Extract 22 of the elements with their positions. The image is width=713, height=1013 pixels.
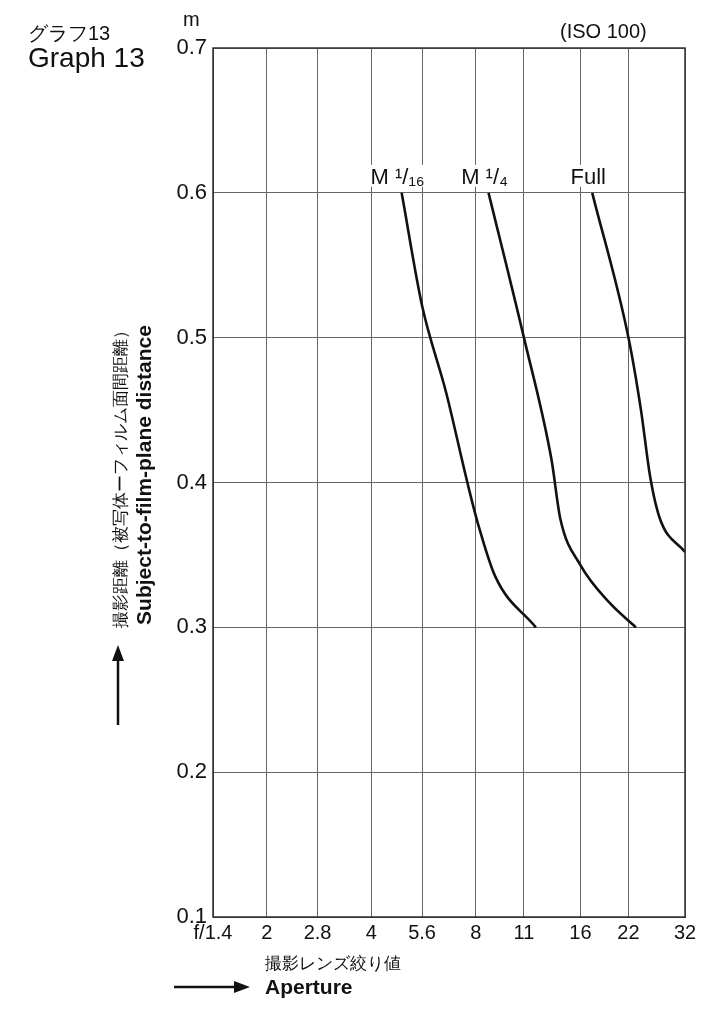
series-label: M ¹/₁₆: [370, 163, 425, 189]
x-tick-label: 5.6: [408, 920, 437, 943]
y-tick-label: 0.5: [176, 323, 207, 349]
x-tick-label: 4: [365, 920, 377, 943]
x-axis-title: 撮影レンズ絞り値 Aperture: [265, 953, 401, 999]
y-tick-label: 0.2: [176, 758, 207, 784]
y-axis-title: 撮影距離（被写体ーフィルム面間距離） Subject-to-film-plane distance: [109, 322, 156, 628]
series-label: M ¹/₄: [461, 163, 508, 189]
x-tick-label: 16: [569, 920, 592, 943]
x-tick-label: 2.8: [303, 920, 332, 943]
series-label: Full: [570, 163, 606, 189]
y-tick-label: 0.3: [176, 613, 207, 639]
x-tick-label: 22: [617, 920, 640, 943]
text: m: [183, 8, 200, 31]
y-tick-label: 0.6: [176, 178, 207, 204]
x-tick-label: 32: [673, 920, 697, 943]
y-tick-label: 0.4: [176, 468, 207, 494]
y-tick-label: 0.7: [176, 34, 207, 60]
text: (ISO 100): [560, 20, 647, 43]
x-tick-label: 11: [513, 920, 535, 943]
x-tick-label: 8: [470, 920, 482, 943]
x-tick-label: 2: [261, 920, 273, 943]
